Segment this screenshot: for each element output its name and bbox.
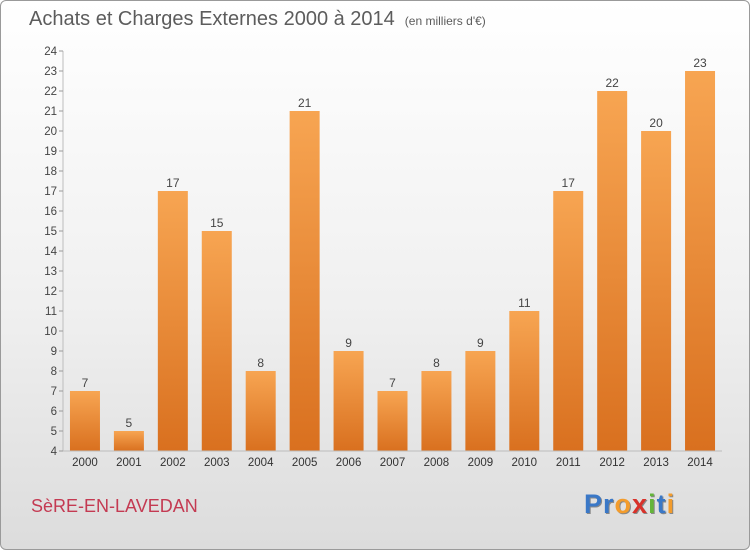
bar-2002 [157,191,188,451]
chart-title-text: Achats et Charges Externes 2000 à 2014 [29,8,395,30]
y-tick-label: 7 [51,386,57,398]
bar-value-label: 17 [562,176,576,190]
y-tick-label: 23 [44,66,57,78]
y-tick-label: 15 [44,226,57,238]
bar-value-label: 7 [82,376,89,390]
y-tick-label: 4 [51,446,58,458]
y-tick-label: 22 [44,86,57,98]
bar-value-label: 11 [518,296,531,310]
x-tick-label: 2003 [204,457,230,469]
x-axis: 2000 2001 2002 2003 2004 2005 2006 2007 2008 2009… [63,450,722,469]
x-tick-label: 2011 [556,457,581,469]
x-tick-label: 2002 [160,457,186,469]
bar-2004 [245,371,276,451]
y-tick-label: 14 [44,246,57,258]
bar-value-label: 8 [257,356,264,370]
y-axis: 4 5 6 7 8 9 10 11 12 13 14 15 16 17 18 19 20 21 22 23 24 [44,46,64,458]
x-tick-label: 2000 [72,457,98,469]
place-name: SèRE-EN-LAVEDAN [31,496,198,516]
bar-2012 [597,91,628,451]
bar-value-label: 23 [693,56,707,70]
bar-2014 [685,71,716,451]
y-tick-label: 17 [44,186,57,198]
y-tick-label: 18 [44,166,57,178]
y-tick-label: 11 [45,306,57,318]
bar-value-label: 20 [649,116,663,130]
y-tick-label: 8 [51,366,57,378]
y-tick-label: 16 [44,206,57,218]
bar-value-label: 17 [166,176,180,190]
x-tick-label: 2012 [599,457,625,469]
y-tick-label: 12 [44,286,57,298]
y-tick-label: 20 [44,126,57,138]
y-tick-label: 10 [44,326,57,338]
x-tick-label: 2005 [292,457,318,469]
bar-2010 [509,311,540,451]
chart-subtitle: (en milliers d'€) [404,14,486,28]
bar-2013 [641,131,672,451]
y-tick-label: 6 [51,406,57,418]
brand-letter: P [584,489,604,519]
brand-letter: o [614,489,633,519]
bar-2011 [553,191,584,451]
bar-value-label: 21 [298,96,312,110]
x-tick-label: 2009 [468,457,494,469]
chart-title: Achats et Charges Externes 2000 à 2014 (e… [29,8,486,31]
x-tick-label: 2007 [380,457,406,469]
brand-letter: r [603,489,615,519]
bar-chart: 4 5 6 7 8 9 10 11 12 13 14 15 16 17 18 19 20 21 22 23 24 7 5 1… [44,46,722,469]
brand-letter: t [656,489,667,519]
bar-2000 [69,391,100,451]
brand-letter: i [648,489,657,519]
y-tick-label: 5 [51,426,57,438]
x-tick-label: 2008 [424,457,450,469]
bar-2003 [201,231,232,451]
x-tick-label: 2013 [643,457,669,469]
bar-2008 [421,371,452,451]
bar-value-label: 5 [126,416,133,430]
brand-letter: x [632,489,649,519]
y-tick-label: 21 [44,106,57,118]
bar-value-label: 8 [433,356,440,370]
bar-value-label: 15 [210,216,224,230]
y-tick-label: 9 [51,346,57,358]
brand-letter: i [666,489,676,519]
bar-value-label: 9 [477,336,484,350]
y-tick-label: 19 [44,146,57,158]
bar-2009 [465,351,496,451]
bar-2006 [333,351,364,451]
x-tick-label: 2014 [687,457,713,469]
x-tick-label: 2004 [248,457,274,469]
x-tick-label: 2001 [116,457,142,469]
y-tick-label: 13 [44,266,57,278]
bar-value-label: 22 [605,76,619,90]
bar-value-label: 7 [389,376,396,390]
y-tick-label: 24 [44,46,57,58]
bar-2007 [377,391,408,451]
bar-2001 [113,431,144,451]
bars: 7 5 17 15 8 21 9 7 8 9 11 17 22 20 23 [69,56,716,451]
bar-value-label: 9 [345,336,352,350]
brand-logo[interactable]: Proxiti [584,489,675,520]
bar-2005 [289,111,320,451]
x-tick-label: 2006 [336,457,362,469]
x-tick-label: 2010 [512,457,538,469]
